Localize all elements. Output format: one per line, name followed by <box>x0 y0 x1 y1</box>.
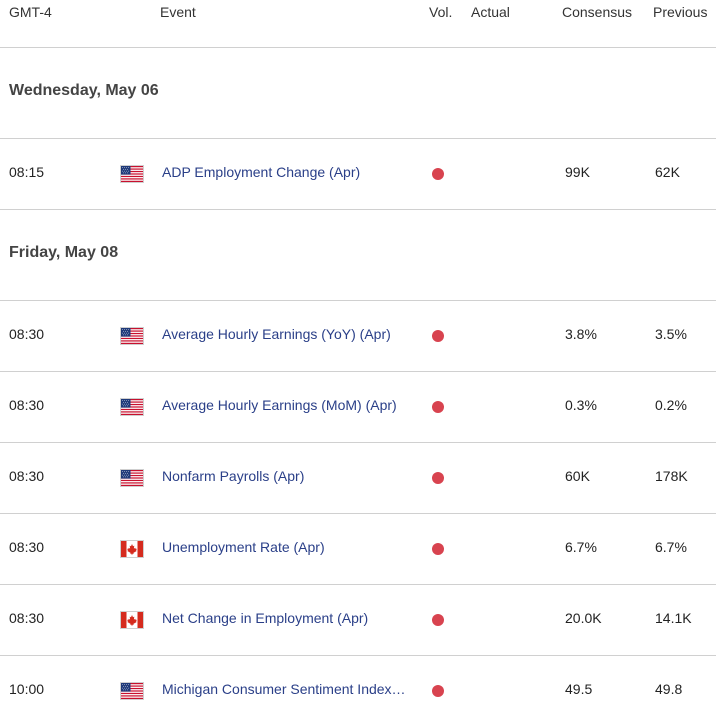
actual-column-header: Actual <box>471 4 510 20</box>
us-flag-icon <box>121 166 143 182</box>
date-group-header: Friday, May 08 <box>0 210 716 301</box>
economic-calendar: GMT-4 Event Vol. Actual Consensus Previo… <box>0 0 716 699</box>
event-name-link[interactable]: Nonfarm Payrolls (Apr) <box>162 468 305 484</box>
vol-column-header: Vol. <box>429 4 453 20</box>
high-volatility-dot-icon <box>432 330 444 342</box>
event-row[interactable]: 08:30 Average Hourly Earnings (MoM) (Apr… <box>0 372 716 443</box>
previous-value: 178K <box>655 468 688 484</box>
date-label: Friday, May 08 <box>9 244 119 261</box>
event-row[interactable]: 08:15 ADP Employment Change (Apr) 99K 62… <box>0 139 716 210</box>
calendar-header: GMT-4 Event Vol. Actual Consensus Previo… <box>0 0 716 48</box>
event-row[interactable]: 08:30 Average Hourly Earnings (YoY) (Apr… <box>0 301 716 372</box>
high-volatility-dot-icon <box>432 543 444 555</box>
high-volatility-dot-icon <box>432 401 444 413</box>
previous-value: 62K <box>655 164 680 180</box>
previous-value: 6.7% <box>655 539 687 555</box>
canada-flag-icon <box>121 541 143 557</box>
us-flag-icon <box>121 470 143 486</box>
canada-flag-icon <box>121 612 143 628</box>
previous-value: 49.8 <box>655 681 683 697</box>
consensus-value: 99K <box>565 164 590 180</box>
event-row[interactable]: 08:30 Net Change in Employment (Apr) 20.… <box>0 585 716 656</box>
consensus-value: 3.8% <box>565 326 597 342</box>
date-group-header: Wednesday, May 06 <box>0 48 716 139</box>
high-volatility-dot-icon <box>432 614 444 626</box>
event-time: 08:30 <box>9 397 45 413</box>
consensus-value: 49.5 <box>565 681 593 697</box>
event-time: 08:15 <box>9 164 45 180</box>
previous-column-header: Previous <box>653 4 708 20</box>
high-volatility-dot-icon <box>432 685 444 697</box>
event-name-link[interactable]: Average Hourly Earnings (MoM) (Apr) <box>162 397 397 413</box>
event-time: 08:30 <box>9 326 45 342</box>
event-time: 08:30 <box>9 468 45 484</box>
event-column-header: Event <box>160 4 196 20</box>
event-name-link[interactable]: Net Change in Employment (Apr) <box>162 610 369 626</box>
event-name-link[interactable]: Michigan Consumer Sentiment Index… <box>162 681 406 697</box>
event-row[interactable]: 08:30 Nonfarm Payrolls (Apr) 60K 178K <box>0 443 716 514</box>
event-name-link[interactable]: Average Hourly Earnings (YoY) (Apr) <box>162 326 391 342</box>
event-row[interactable]: 10:00 Michigan Consumer Sentiment Index…… <box>0 656 716 726</box>
high-volatility-dot-icon <box>432 472 444 484</box>
us-flag-icon <box>121 399 143 415</box>
consensus-value: 20.0K <box>565 610 602 626</box>
consensus-column-header: Consensus <box>562 4 633 20</box>
event-time: 10:00 <box>9 681 45 697</box>
event-time: 08:30 <box>9 539 45 555</box>
event-name-link[interactable]: Unemployment Rate (Apr) <box>162 539 325 555</box>
us-flag-icon <box>121 328 143 344</box>
us-flag-icon <box>121 683 143 699</box>
event-row[interactable]: 08:30 Unemployment Rate (Apr) 6.7% 6.7% <box>0 514 716 585</box>
previous-value: 14.1K <box>655 610 692 626</box>
event-time: 08:30 <box>9 610 45 626</box>
date-label: Wednesday, May 06 <box>9 82 159 99</box>
consensus-value: 0.3% <box>565 397 597 413</box>
consensus-value: 60K <box>565 468 590 484</box>
event-name-link[interactable]: ADP Employment Change (Apr) <box>162 164 361 180</box>
high-volatility-dot-icon <box>432 168 444 180</box>
previous-value: 3.5% <box>655 326 687 342</box>
previous-value: 0.2% <box>655 397 687 413</box>
timezone-header[interactable]: GMT-4 <box>9 4 52 20</box>
consensus-value: 6.7% <box>565 539 597 555</box>
